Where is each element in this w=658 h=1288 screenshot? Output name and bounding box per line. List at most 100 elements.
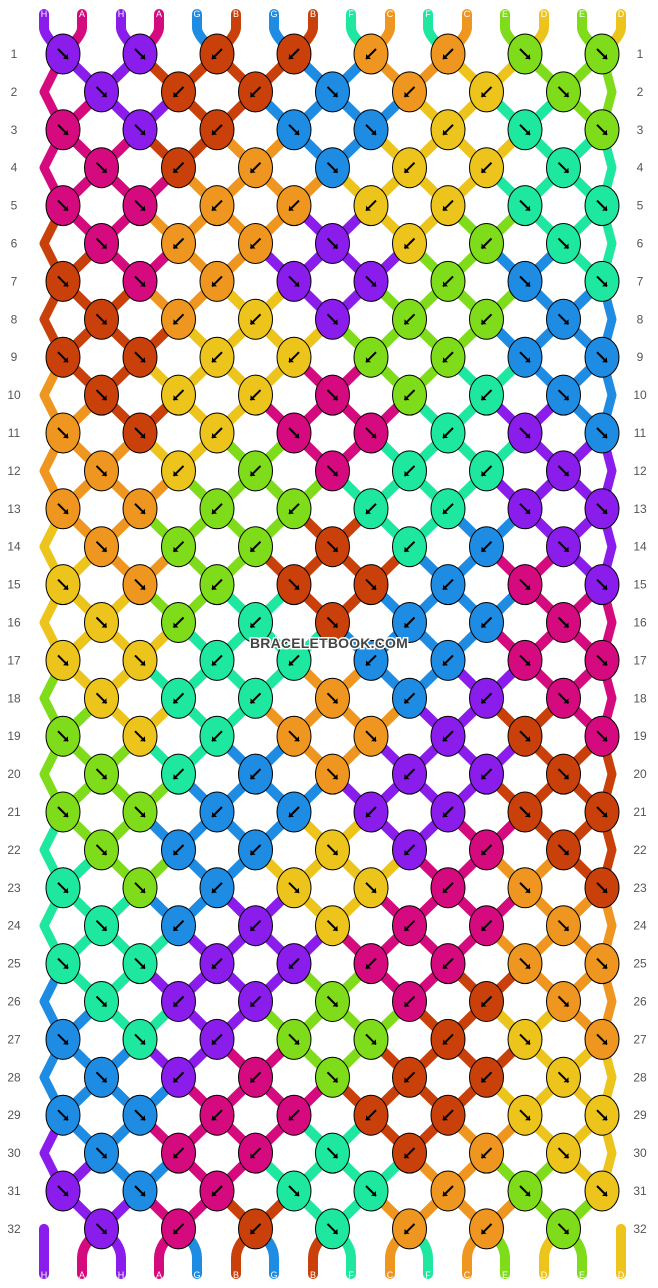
top-strand-label: F — [348, 9, 354, 19]
arrow-head — [563, 1077, 569, 1083]
arrow-head — [602, 508, 607, 514]
arrow-head — [173, 470, 179, 476]
arrow-head — [443, 433, 448, 438]
knot — [199, 715, 235, 757]
knot — [353, 791, 389, 833]
knot — [122, 336, 158, 378]
knot — [315, 223, 350, 264]
knot — [199, 109, 235, 151]
arrow-head — [212, 736, 217, 742]
knot — [546, 450, 581, 492]
arrow-head — [212, 1039, 217, 1045]
arrow-head — [250, 622, 256, 628]
arrow-head — [250, 470, 256, 476]
row-number-right: 11 — [634, 426, 647, 440]
arrow-head — [525, 1039, 530, 1045]
knot — [45, 109, 81, 151]
arrow-head — [404, 622, 410, 628]
knot — [430, 488, 466, 530]
arrow-head — [525, 433, 530, 438]
arrow-head — [289, 54, 294, 59]
knot — [353, 639, 389, 681]
arrow-head — [563, 1001, 569, 1007]
arrow-head — [294, 281, 299, 287]
arrow-head — [63, 660, 68, 666]
knot — [469, 1208, 504, 1250]
arrow-head — [101, 1153, 107, 1159]
arrow-head — [140, 1039, 145, 1045]
knot — [353, 1170, 389, 1212]
arrow-head — [443, 205, 448, 211]
knot — [238, 905, 273, 947]
row-number-left: 4 — [11, 161, 18, 175]
knot — [469, 1056, 504, 1098]
arrow-head — [332, 243, 338, 249]
arrow-head — [140, 584, 145, 590]
knot — [584, 943, 620, 985]
knot — [45, 185, 81, 227]
knot — [161, 829, 196, 871]
arrow-head — [140, 357, 145, 363]
knot — [546, 71, 581, 113]
arrow-head — [63, 963, 68, 969]
knot — [507, 1094, 543, 1136]
knot — [507, 564, 543, 606]
arrow-head — [481, 91, 487, 97]
knot — [584, 109, 620, 151]
knot — [430, 1170, 466, 1212]
knot — [199, 564, 235, 606]
arrow-head — [294, 736, 299, 742]
arrow-head — [602, 129, 607, 135]
arrow-head — [481, 319, 487, 325]
knot — [584, 1094, 620, 1136]
arrow-head — [404, 698, 410, 704]
row-number-right: 2 — [637, 85, 644, 99]
knot — [122, 943, 158, 985]
row-number-right: 15 — [633, 578, 647, 592]
knot — [392, 677, 427, 719]
arrow-head — [366, 963, 371, 969]
bottom-strand-label: E — [579, 1270, 585, 1280]
arrow-head — [250, 1001, 256, 1007]
knot — [469, 298, 504, 340]
knot — [276, 867, 312, 909]
arrow-head — [101, 546, 107, 552]
arrow-head — [481, 395, 487, 401]
knot — [315, 1208, 350, 1250]
bottom-strand-label: D — [541, 1270, 548, 1280]
knot — [199, 1094, 235, 1136]
arrow-head — [371, 281, 376, 287]
arrow-head — [443, 812, 448, 817]
knot — [430, 564, 466, 606]
arrow-head — [404, 1153, 410, 1159]
arrow-head — [602, 1039, 607, 1045]
arrow-head — [212, 129, 217, 135]
arrow-head — [332, 395, 338, 401]
row-number-right: 1 — [637, 47, 644, 61]
knot — [122, 1094, 158, 1136]
arrow-head — [289, 963, 294, 969]
arrow-head — [250, 395, 256, 401]
knot — [353, 1018, 389, 1060]
knot — [392, 753, 427, 795]
knot — [392, 374, 427, 416]
row-number-left: 12 — [7, 464, 21, 478]
arrow-head — [63, 433, 68, 438]
arrow-head — [481, 849, 487, 855]
arrow-head — [404, 774, 410, 780]
arrow-head — [366, 357, 371, 363]
arrow-head — [443, 1115, 448, 1121]
knot — [392, 1132, 427, 1174]
arrow-head — [250, 1077, 256, 1083]
knot — [507, 488, 543, 530]
label-layer: H A H A G B G B F C F C E D E DH A H A G B G B F C F C E D E D1 12 23 34 4… — [7, 9, 647, 1280]
row-number-left: 17 — [7, 653, 21, 667]
bottom-strand-label: G — [270, 1270, 277, 1280]
arrow-head — [602, 1191, 607, 1196]
arrow-head — [481, 774, 487, 780]
arrow-head — [212, 508, 217, 514]
knot — [584, 1170, 620, 1212]
knot — [315, 450, 350, 492]
arrow-head — [371, 433, 376, 438]
